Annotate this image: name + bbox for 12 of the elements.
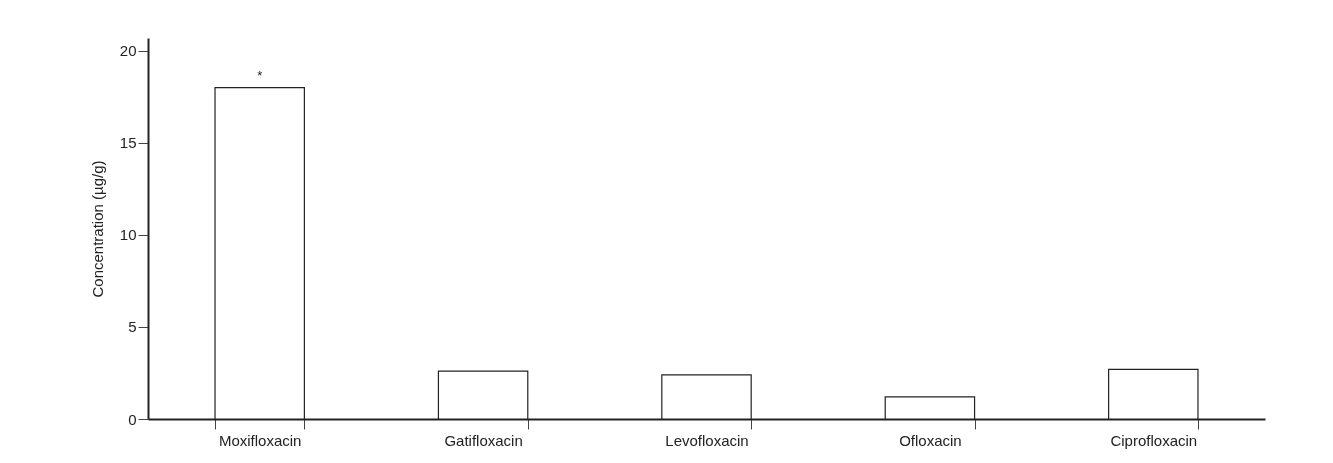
y-tick-label: 5: [128, 318, 137, 336]
y-axis-title: Concentration (µg/g): [88, 160, 106, 298]
x-tick-label: Gatifloxacin: [444, 431, 523, 449]
y-tick-label: 0: [128, 410, 137, 428]
x-tick-label: Levofloxacin: [665, 431, 749, 449]
y-tick-label: 15: [119, 134, 137, 152]
x-tick-label: Moxifloxacin: [218, 431, 302, 449]
x-tick-label: Ofloxacin: [899, 431, 962, 449]
x-tick-label: Ciprofloxacin: [1110, 431, 1198, 449]
y-tick-label: 10: [119, 226, 137, 244]
y-tick-label: 20: [119, 42, 137, 60]
annotation: *: [257, 67, 263, 83]
